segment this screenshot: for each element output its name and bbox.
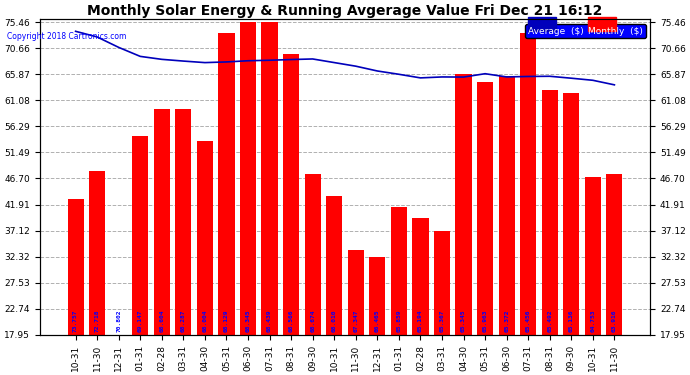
Bar [175, 109, 191, 335]
Text: 68.010: 68.010 [332, 310, 337, 332]
Text: 67.347: 67.347 [353, 310, 358, 332]
Title: Monthly Solar Energy & Running Avgerage Value Fri Dec 21 16:12: Monthly Solar Energy & Running Avgerage … [88, 4, 602, 18]
Bar [369, 257, 386, 335]
Bar [218, 33, 235, 335]
Text: 63.916: 63.916 [612, 310, 617, 332]
Bar [89, 171, 106, 335]
Text: 65.859: 65.859 [396, 310, 402, 332]
Bar [326, 196, 342, 335]
Text: 65.456: 65.456 [526, 310, 531, 332]
Bar [240, 22, 256, 335]
Text: 70.802: 70.802 [116, 310, 121, 332]
Text: 65.136: 65.136 [569, 310, 574, 332]
Bar [304, 174, 321, 335]
Bar [262, 22, 277, 335]
Bar [434, 231, 450, 335]
Bar [391, 207, 407, 335]
Text: 68.604: 68.604 [159, 310, 164, 332]
Bar [132, 136, 148, 335]
Text: 65.492: 65.492 [547, 310, 552, 332]
Text: 68.004: 68.004 [202, 310, 208, 332]
Text: 68.287: 68.287 [181, 310, 186, 332]
Text: 68.439: 68.439 [267, 310, 272, 332]
Text: 66.465: 66.465 [375, 310, 380, 332]
Bar [455, 74, 472, 335]
Text: 69.147: 69.147 [138, 310, 143, 332]
Bar [348, 250, 364, 335]
Bar [520, 33, 536, 335]
Bar [542, 90, 558, 335]
Bar [607, 174, 622, 335]
Text: 65.367: 65.367 [440, 310, 444, 332]
Text: 65.194: 65.194 [418, 310, 423, 332]
Bar [563, 93, 580, 335]
Bar [477, 82, 493, 335]
Bar [154, 109, 170, 335]
Text: 68.566: 68.566 [288, 310, 294, 332]
Text: 64.753: 64.753 [591, 310, 595, 332]
Bar [499, 76, 515, 335]
Text: 65.345: 65.345 [461, 310, 466, 332]
Text: 68.674: 68.674 [310, 310, 315, 332]
Text: 65.963: 65.963 [482, 310, 488, 332]
Text: 72.718: 72.718 [95, 310, 99, 332]
Bar [197, 141, 213, 335]
Text: 65.372: 65.372 [504, 310, 509, 332]
Text: 68.129: 68.129 [224, 310, 229, 332]
Bar [584, 177, 601, 335]
Text: 73.757: 73.757 [73, 310, 78, 332]
Bar [283, 54, 299, 335]
Text: Copyright 2018 Cartronics.com: Copyright 2018 Cartronics.com [7, 32, 126, 41]
Text: 68.345: 68.345 [246, 310, 250, 332]
Bar [413, 217, 428, 335]
Legend: Average  ($), Monthly  ($): Average ($), Monthly ($) [525, 24, 646, 38]
Bar [68, 199, 83, 335]
